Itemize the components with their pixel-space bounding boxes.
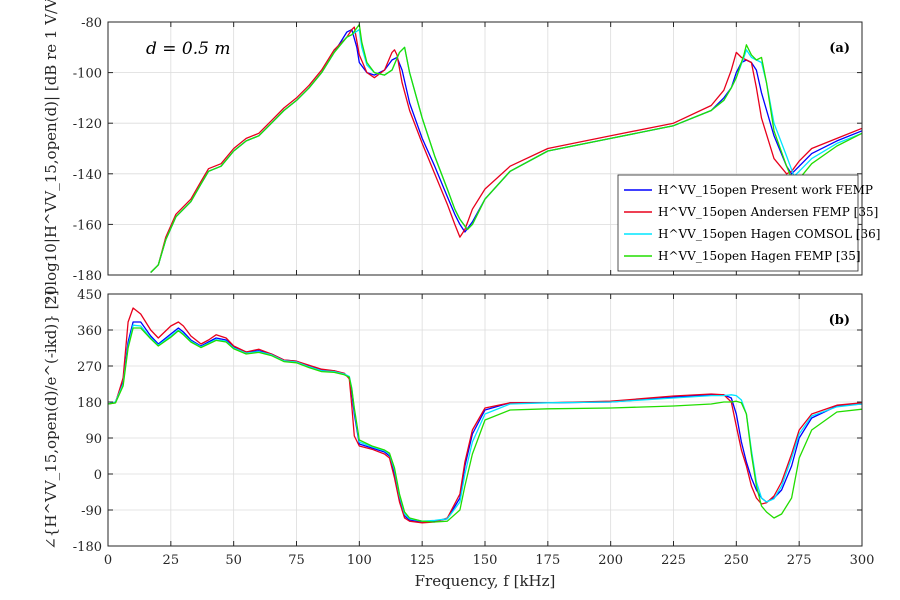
x-tick-label: 100 [347, 553, 372, 568]
panel-b-phase-plot: 0 25 50 75 100 125 150 175 200 225 250 275 300 -180 -9… [42, 288, 874, 568]
legend-box [617, 174, 859, 272]
panel-a-magnitude-plot: -180 -160 -140 -120 -100 -80 20log10|H^VV_15,o… [42, 0, 880, 305]
x-tick-label: 200 [598, 553, 623, 568]
y-tick-label: 360 [77, 324, 102, 339]
series-line-andersen-femp-35 [108, 307, 862, 524]
x-tick-label: 275 [787, 553, 812, 568]
x-tick-label: 0 [104, 553, 112, 568]
legend-entry: H^VV_15open Present work FEMP [658, 183, 873, 197]
y-tick-label: 450 [77, 288, 102, 303]
x-tick-label: 50 [225, 553, 242, 568]
y-tick-label: -90 [81, 504, 102, 519]
x-tick-label: 25 [163, 553, 180, 568]
series-line-hagen-femp-35 [108, 327, 862, 523]
y-tick-label: -180 [73, 540, 102, 555]
y-tick-label: -140 [73, 168, 102, 183]
y-axis-title: ∠{H^VV_15,open(d)/e^(-ikd)} [°] [42, 290, 60, 550]
x-tick-label: 75 [288, 553, 305, 568]
legend-entry: H^VV_15open Andersen FEMP [35] [658, 205, 878, 219]
y-tick-label: 0 [94, 468, 102, 483]
series-line-hagen-femp-35 [150, 23, 862, 273]
y-tick-label: -120 [73, 117, 102, 132]
grid [107, 293, 863, 547]
x-tick-label: 250 [724, 553, 749, 568]
series-group [150, 23, 862, 273]
y-tick-label: -180 [73, 269, 102, 284]
legend-entry: H^VV_15open Hagen COMSOL [36] [658, 227, 880, 241]
y-tick-label: -160 [73, 218, 102, 233]
series-group [108, 307, 862, 524]
y-tick-label: 270 [77, 360, 102, 375]
legend-entry: H^VV_15open Hagen FEMP [35] [658, 249, 861, 263]
y-tick-label: 180 [77, 396, 102, 411]
y-tick-label: -80 [81, 16, 102, 31]
series-line-andersen-femp-35 [150, 26, 862, 273]
panel-label: (a) [829, 41, 850, 56]
x-tick-label: 225 [661, 553, 686, 568]
panel-label: (b) [829, 313, 850, 328]
y-tick-label: 90 [85, 432, 102, 447]
legend: H^VV_15open Present work FEMP H^VV_15open… [617, 174, 880, 272]
x-tick-label: 150 [473, 553, 498, 568]
x-tick-label: 175 [535, 553, 560, 568]
x-axis-title: Frequency, f [kHz] [415, 572, 556, 590]
x-tick-label: 300 [850, 553, 875, 568]
distance-annotation: d = 0.5 m [146, 39, 231, 59]
x-tick-label: 125 [410, 553, 435, 568]
y-tick-label: -100 [73, 67, 102, 82]
y-axis-title: 20log10|H^VV_15,open(d)| [dB re 1 V/V] [42, 0, 60, 305]
